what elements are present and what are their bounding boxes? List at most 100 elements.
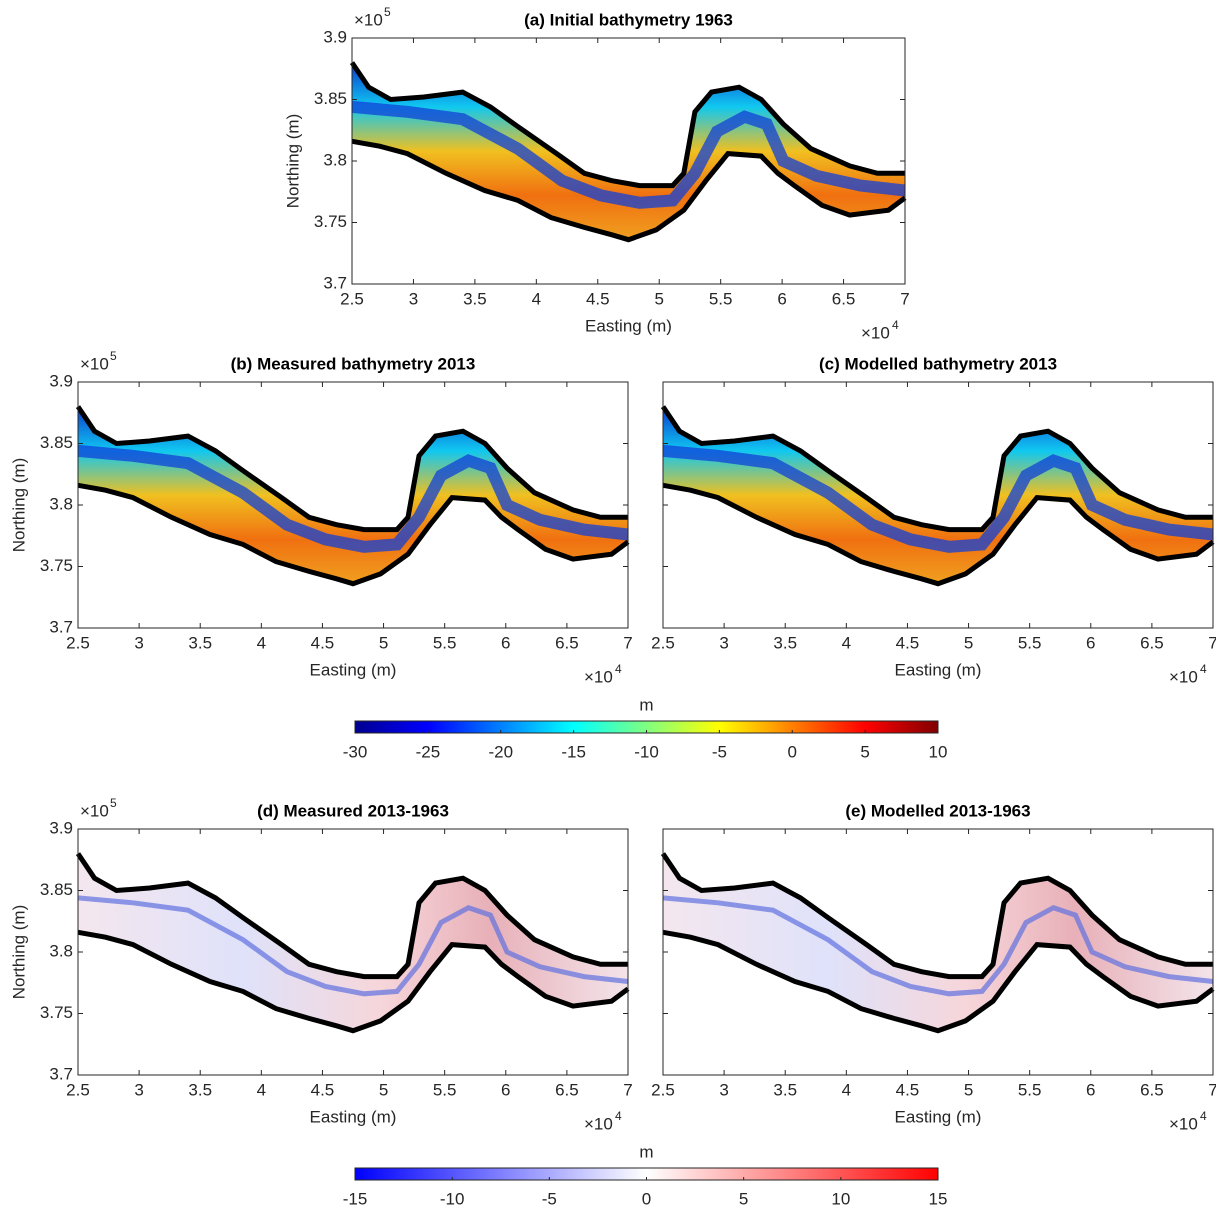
x-tick-label: 3: [719, 633, 728, 652]
y-tick-label: 3.85: [40, 433, 73, 452]
x-tick-label: 2.5: [66, 1080, 90, 1099]
colorbar-tick-label: -25: [416, 742, 441, 761]
channel-thalweg: [662, 895, 1214, 997]
x-tick-label: 6.5: [1140, 633, 1164, 652]
x-tick-label: 3: [134, 1080, 143, 1099]
panel-title: (d) Measured 2013-1963: [257, 801, 449, 820]
channel-thalweg: [77, 895, 629, 997]
x-tick-label: 6: [501, 633, 510, 652]
x-axis-label: Easting (m): [895, 660, 982, 679]
panel-title: (e) Modelled 2013-1963: [845, 801, 1030, 820]
x-scale-base: ×10: [584, 667, 613, 686]
colorbar-tick-label: 10: [929, 742, 948, 761]
x-tick-label: 3.5: [773, 1080, 797, 1099]
channel-thalweg: [662, 444, 1214, 553]
x-tick-label: 5: [654, 289, 663, 308]
colorbar-tick-label: -15: [561, 742, 586, 761]
x-scale-base: ×10: [861, 323, 890, 342]
x-tick-label: 3.5: [188, 1080, 212, 1099]
panel-title: (c) Modelled bathymetry 2013: [819, 354, 1057, 373]
y-tick-label: 3.85: [314, 89, 347, 108]
x-tick-label: 4: [842, 633, 851, 652]
x-tick-label: 6.5: [1140, 1080, 1164, 1099]
y-tick-label: 3.7: [323, 273, 347, 292]
x-tick-label: 5: [379, 1080, 388, 1099]
x-tick-label: 2.5: [651, 1080, 675, 1099]
x-tick-label: 6: [777, 289, 786, 308]
x-tick-label: 5.5: [433, 1080, 457, 1099]
x-tick-label: 7: [1208, 633, 1216, 652]
y-tick-label: 3.75: [40, 1003, 73, 1022]
x-tick-label: 3.5: [773, 633, 797, 652]
colorbar-tick-label: 15: [929, 1189, 948, 1208]
colorbar-tick-label: 5: [860, 742, 869, 761]
channel-thalweg: [351, 100, 906, 209]
y-axis-label: Northing (m): [9, 458, 28, 552]
x-axis-label: Easting (m): [310, 660, 397, 679]
y-tick-label: 3.8: [49, 941, 73, 960]
y-scale-base: ×10: [80, 354, 109, 373]
bank-lower: [77, 482, 630, 587]
x-tick-label: 7: [1208, 1080, 1216, 1099]
y-scale-exponent: 5: [384, 5, 391, 19]
colorbar-tick-label: -10: [634, 742, 659, 761]
y-axis-label: Northing (m): [283, 114, 302, 208]
x-tick-label: 6.5: [832, 289, 856, 308]
y-tick-label: 3.7: [49, 1064, 73, 1083]
x-tick-label: 4: [257, 633, 266, 652]
x-scale-base: ×10: [1169, 1114, 1198, 1133]
colorbar-tick-label: 0: [642, 1189, 651, 1208]
x-tick-label: 5: [964, 633, 973, 652]
x-tick-label: 4.5: [896, 1080, 920, 1099]
x-tick-label: 3.5: [463, 289, 487, 308]
x-tick-label: 3.5: [188, 633, 212, 652]
y-tick-label: 3.75: [40, 556, 73, 575]
x-tick-label: 4.5: [311, 1080, 335, 1099]
x-tick-label: 3: [409, 289, 418, 308]
x-tick-label: 5.5: [433, 633, 457, 652]
x-tick-label: 4: [842, 1080, 851, 1099]
x-tick-label: 5.5: [709, 289, 733, 308]
x-scale-exponent: 4: [1200, 662, 1207, 676]
channel-thalweg: [77, 444, 629, 553]
x-scale-exponent: 4: [615, 1109, 622, 1123]
x-tick-label: 4.5: [586, 289, 610, 308]
colorbar-tick-label: 10: [831, 1189, 850, 1208]
y-tick-label: 3.9: [49, 818, 73, 837]
x-tick-label: 5.5: [1018, 633, 1042, 652]
colorbar-tick-label: -20: [488, 742, 513, 761]
x-tick-label: 4: [532, 289, 541, 308]
bank-lower: [662, 929, 1215, 1034]
x-tick-label: 5: [379, 633, 388, 652]
x-scale-exponent: 4: [1200, 1109, 1207, 1123]
bank-upper: [75, 405, 628, 533]
y-tick-label: 3.85: [40, 880, 73, 899]
x-scale-base: ×10: [1169, 667, 1198, 686]
x-tick-label: 3: [719, 1080, 728, 1099]
y-scale-base: ×10: [80, 801, 109, 820]
bank-upper: [75, 852, 628, 980]
x-tick-label: 7: [623, 1080, 632, 1099]
colorbar-tick-label: -15: [343, 1189, 368, 1208]
x-axis-label: Easting (m): [895, 1107, 982, 1126]
colorbar-label: m: [639, 695, 653, 714]
y-tick-label: 3.8: [49, 494, 73, 513]
x-scale-base: ×10: [584, 1114, 613, 1133]
y-tick-label: 3.9: [49, 371, 73, 390]
x-scale-exponent: 4: [892, 318, 899, 332]
colorbar-tick-label: -30: [343, 742, 368, 761]
x-tick-label: 2.5: [66, 633, 90, 652]
y-tick-label: 3.7: [49, 617, 73, 636]
y-tick-label: 3.75: [314, 212, 347, 231]
x-scale-exponent: 4: [615, 662, 622, 676]
panel-title: (a) Initial bathymetry 1963: [524, 10, 733, 29]
x-tick-label: 4: [257, 1080, 266, 1099]
colorbar-label: m: [639, 1142, 653, 1161]
y-tick-label: 3.8: [323, 150, 347, 169]
x-tick-label: 6: [501, 1080, 510, 1099]
x-tick-label: 7: [900, 289, 909, 308]
x-tick-label: 4.5: [896, 633, 920, 652]
bank-upper: [660, 405, 1213, 533]
colorbar-tick-label: 0: [788, 742, 797, 761]
y-scale-exponent: 5: [110, 349, 117, 363]
